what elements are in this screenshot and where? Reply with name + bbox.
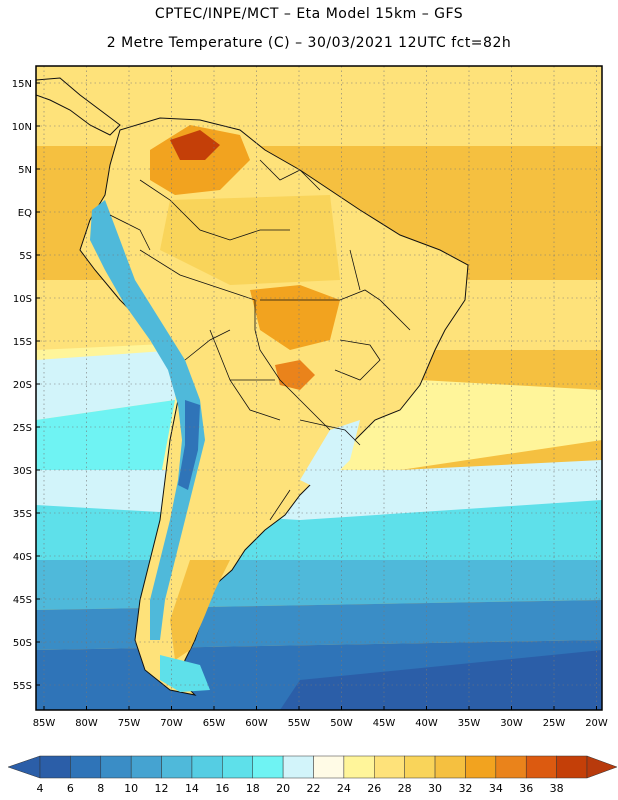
- map-title-line2: 2 Metre Temperature (C) – 30/03/2021 12U…: [106, 35, 512, 51]
- colorbar-tick-label: 38: [550, 782, 564, 795]
- lat-label: 35S: [13, 509, 32, 520]
- colorbar-box: [39, 755, 71, 779]
- colorbar-box: [434, 755, 466, 779]
- colorbar-tick-label: 22: [307, 782, 321, 795]
- lon-label: 50W: [330, 718, 353, 729]
- colorbar-box: [191, 755, 223, 779]
- colorbar-tick-label: 8: [97, 782, 104, 795]
- colorbar-box: [313, 755, 345, 779]
- colorbar-tick-label: 4: [37, 782, 44, 795]
- map-frame: [35, 65, 603, 711]
- central-america-landmass: [36, 77, 121, 136]
- lat-label: 50S: [13, 638, 32, 649]
- colorbar: 4 6 8 10 12 14 16 18 20 22 24 26 28 30 32 34 36 38: [7, 755, 618, 795]
- andes-cold-strip: [90, 200, 205, 640]
- colorbar-tick-label: 24: [337, 782, 351, 795]
- lon-label: 75W: [118, 718, 141, 729]
- pacific-cool-band: [36, 350, 180, 420]
- hot-core-venezuela: [170, 130, 220, 160]
- colorbar-box: [404, 755, 436, 779]
- lon-label: 25W: [543, 718, 566, 729]
- lat-label: EQ: [18, 208, 32, 219]
- colorbar-box: [161, 755, 193, 779]
- colorbar-tick-label: 26: [367, 782, 381, 795]
- colorbar-tick-label: 16: [215, 782, 229, 795]
- colorbar-tick-label: 6: [67, 782, 74, 795]
- colorbar-arrow-high: [586, 755, 618, 779]
- lon-label: 65W: [203, 718, 226, 729]
- south-brazil-cool: [300, 420, 360, 490]
- colorbar-tick-label: 10: [124, 782, 138, 795]
- colorbar-box: [343, 755, 375, 779]
- warm-area-mato-grosso: [250, 285, 340, 350]
- colorbar-box: [525, 755, 557, 779]
- colorbar-tick-label: 34: [489, 782, 503, 795]
- colorbar-box: [130, 755, 162, 779]
- lon-label: 45W: [373, 718, 396, 729]
- lat-label: 5S: [19, 251, 32, 262]
- lon-label: 60W: [245, 718, 268, 729]
- lat-label: 5N: [18, 165, 32, 176]
- colorbar-box: [465, 755, 497, 779]
- country-borders: [109, 159, 411, 521]
- colorbar-box: [495, 755, 527, 779]
- lon-label: 20W: [585, 718, 608, 729]
- colorbar-tick-label: 14: [185, 782, 199, 795]
- lat-label: 25S: [13, 423, 32, 434]
- lat-label: 15S: [13, 337, 32, 348]
- colorbar-box: [556, 755, 588, 779]
- map-title-line1: CPTEC/INPE/MCT – Eta Model 15km – GFS: [154, 6, 464, 22]
- colorbar-box: [282, 755, 314, 779]
- lon-label: 35W: [458, 718, 481, 729]
- colorbar-arrow-low: [7, 755, 41, 779]
- lat-label: 30S: [13, 466, 32, 477]
- lon-label: 55W: [288, 718, 311, 729]
- colorbar-tick-label: 12: [155, 782, 169, 795]
- lat-label: 40S: [13, 552, 32, 563]
- lat-label: 15N: [12, 79, 32, 90]
- tierra-del-fuego: [160, 655, 210, 692]
- lon-label: 85W: [33, 718, 56, 729]
- lon-label: 70W: [160, 718, 183, 729]
- colorbar-box: [70, 755, 102, 779]
- colorbar-tick-label: 36: [519, 782, 533, 795]
- colorbar-tick-label: 20: [276, 782, 290, 795]
- colorbar-tick-label: 18: [246, 782, 260, 795]
- ocean-field-4: [280, 650, 602, 710]
- lon-label: 40W: [415, 718, 438, 729]
- andes-cold-core: [178, 400, 200, 490]
- colorbar-tick-label: 32: [458, 782, 472, 795]
- longitude-axis: 85W 80W 75W 70W 65W 60W 55W 50W 45W 40W 35W 30W 25W 2…: [33, 706, 608, 729]
- lon-label: 30W: [500, 718, 523, 729]
- lat-label: 10S: [13, 294, 32, 305]
- colorbar-box: [374, 755, 405, 779]
- colorbar-box: [100, 755, 132, 779]
- lat-label: 55S: [13, 681, 32, 692]
- latitude-axis: 15N 10N 5N EQ 5S 10S 15S 20S 25S 30S 35S 40S 45S 50S 5…: [12, 79, 40, 692]
- map-gridlines: [36, 66, 602, 710]
- patagonia-field: [170, 560, 230, 660]
- lat-label: 45S: [13, 595, 32, 606]
- amazon-field: [160, 195, 340, 285]
- colorbar-box: [222, 755, 253, 779]
- lon-label: 80W: [75, 718, 98, 729]
- colorbar-tick-label: 28: [398, 782, 412, 795]
- colorbar-box: [252, 755, 284, 779]
- colorbar-tick-label: 30: [428, 782, 442, 795]
- lat-label: 10N: [12, 122, 32, 133]
- lat-label: 20S: [13, 380, 32, 391]
- hot-core-pantanal: [275, 360, 315, 390]
